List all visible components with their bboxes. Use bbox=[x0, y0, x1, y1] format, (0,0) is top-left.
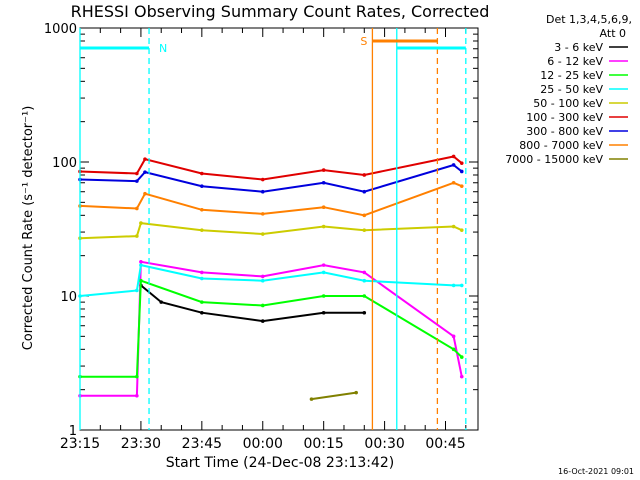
series-point bbox=[321, 294, 326, 298]
series-point bbox=[321, 205, 326, 209]
footer-timestamp: 16-Oct-2021 09:01 bbox=[558, 467, 634, 476]
series-point bbox=[362, 213, 367, 218]
series-line bbox=[311, 391, 357, 401]
series-point bbox=[362, 228, 367, 232]
series-point bbox=[200, 300, 204, 304]
series-point bbox=[321, 270, 326, 275]
legend-entry-label: 25 - 50 keV bbox=[540, 83, 603, 96]
legend-entry-label: 6 - 12 keV bbox=[547, 55, 603, 68]
legend-entry-label: 12 - 25 keV bbox=[540, 69, 603, 82]
series-point bbox=[135, 374, 139, 379]
series-point bbox=[260, 319, 265, 323]
legend-entry-label: 800 - 7000 keV bbox=[519, 139, 603, 152]
series-point bbox=[260, 278, 265, 283]
series-point bbox=[200, 270, 204, 275]
series-point bbox=[260, 189, 265, 194]
series-point bbox=[143, 170, 147, 174]
series-point bbox=[159, 300, 164, 304]
chart-title: RHESSI Observing Summary Count Rates, Co… bbox=[71, 2, 490, 21]
series-point bbox=[135, 288, 139, 293]
marker-layer: NS bbox=[79, 28, 467, 430]
series-point bbox=[451, 283, 456, 288]
x-tick-label: 00:00 bbox=[243, 436, 283, 452]
series-point bbox=[139, 263, 143, 267]
y-tick-label: 100 bbox=[52, 156, 77, 171]
series-point bbox=[451, 224, 456, 229]
y-axis-label-text: Corrected Count Rate (s⁻¹ detector⁻¹) bbox=[21, 106, 36, 351]
series-point bbox=[139, 278, 143, 283]
series-point bbox=[200, 276, 204, 281]
series-point bbox=[200, 207, 204, 212]
series-point bbox=[135, 234, 139, 238]
series-point bbox=[451, 154, 456, 159]
series-point bbox=[451, 347, 456, 352]
series-point bbox=[459, 228, 464, 232]
series-point bbox=[200, 228, 204, 232]
series-point bbox=[139, 259, 143, 264]
series-point bbox=[260, 303, 265, 308]
y-tick-label: 1 bbox=[69, 424, 77, 439]
series-point bbox=[135, 171, 139, 176]
legend-entry-label: 7000 - 15000 keV bbox=[505, 153, 603, 166]
series-point bbox=[309, 397, 314, 401]
series-point bbox=[321, 263, 326, 267]
series-point bbox=[260, 274, 265, 279]
series-point bbox=[362, 189, 367, 194]
series-point bbox=[321, 168, 326, 172]
series-point bbox=[362, 278, 367, 283]
series-point bbox=[459, 355, 464, 359]
series-point bbox=[362, 173, 367, 177]
x-tick-label: 00:30 bbox=[364, 436, 404, 452]
x-tick-label: 23:45 bbox=[182, 436, 222, 452]
series-point bbox=[143, 157, 147, 161]
series-point bbox=[321, 224, 326, 229]
y-tick-label: 10 bbox=[60, 290, 77, 305]
series-point bbox=[459, 169, 464, 174]
legend-header-line1: Det 1,3,4,5,6,9, bbox=[546, 13, 632, 26]
series-point bbox=[459, 184, 464, 188]
series-point bbox=[260, 177, 265, 182]
series-point bbox=[200, 171, 204, 176]
series-point bbox=[362, 294, 367, 298]
saa-marker-label: S bbox=[360, 35, 367, 48]
series-point bbox=[459, 374, 464, 379]
series-point bbox=[135, 206, 139, 211]
legend-entry-label: 100 - 300 keV bbox=[526, 111, 603, 124]
series-line bbox=[140, 284, 365, 323]
series-point bbox=[260, 212, 265, 216]
series-point bbox=[135, 393, 139, 398]
series-point bbox=[135, 179, 139, 183]
series-point bbox=[200, 310, 204, 315]
series-layer bbox=[78, 154, 464, 401]
series-point bbox=[321, 180, 326, 185]
legend-entry-label: 300 - 800 keV bbox=[526, 125, 603, 138]
x-axis-label: Start Time (24-Dec-08 23:13:42) bbox=[166, 455, 394, 471]
series-point bbox=[321, 310, 326, 315]
y-axis-label: Corrected Count Rate (s⁻¹ detector⁻¹) bbox=[21, 106, 36, 351]
series-point bbox=[451, 163, 456, 167]
series-point bbox=[139, 221, 143, 225]
night-marker-label: N bbox=[159, 42, 167, 55]
x-tick-label: 00:45 bbox=[425, 436, 465, 452]
series-point bbox=[354, 390, 358, 395]
y-tick-label: 1000 bbox=[44, 22, 77, 37]
series-point bbox=[451, 334, 456, 339]
x-tick-label: 23:15 bbox=[60, 436, 100, 452]
series-point bbox=[459, 161, 464, 165]
legend-entry-label: 50 - 100 keV bbox=[533, 97, 603, 110]
legend-header-line2: Att 0 bbox=[600, 27, 626, 40]
x-tick-label: 23:30 bbox=[121, 436, 161, 452]
series-point bbox=[200, 184, 204, 188]
x-tick-label: 00:15 bbox=[303, 436, 343, 452]
legend-entry-label: 3 - 6 keV bbox=[554, 41, 603, 54]
series-point bbox=[362, 310, 367, 315]
series-point bbox=[143, 191, 147, 196]
series-point bbox=[362, 270, 367, 275]
series-point bbox=[459, 283, 464, 288]
series-point bbox=[451, 180, 456, 185]
series-point bbox=[260, 232, 265, 236]
